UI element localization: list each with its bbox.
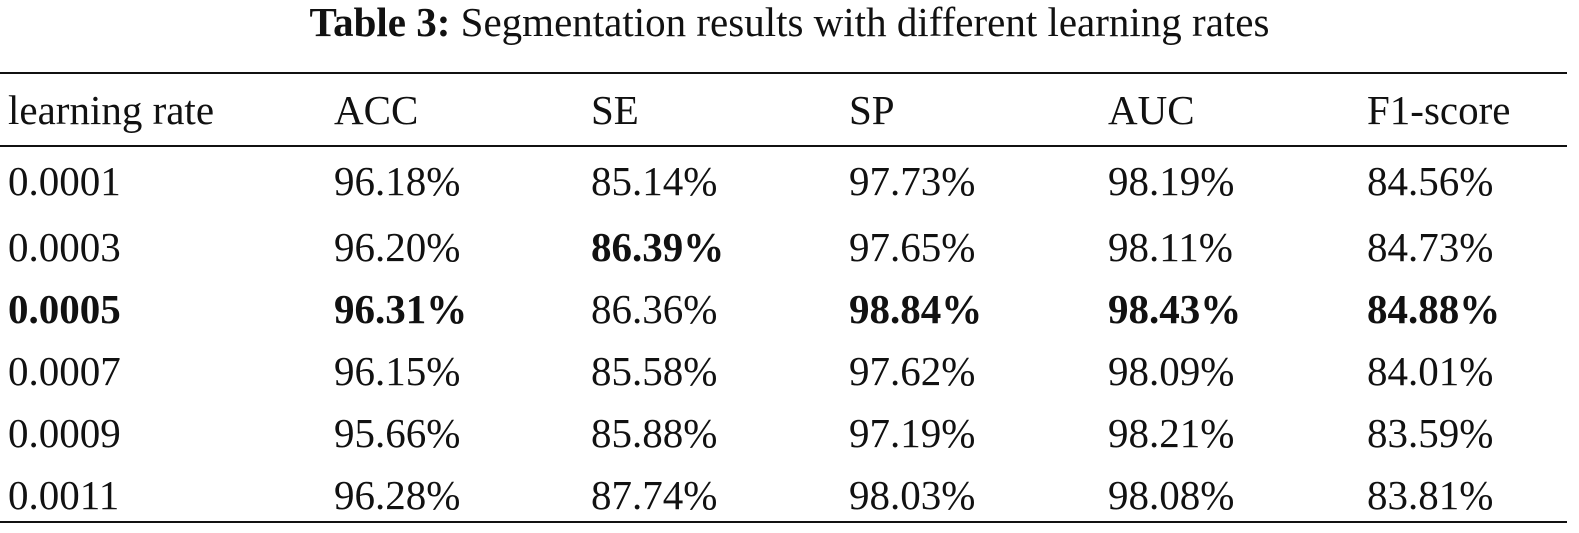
cell-learning-rate: 0.0009 (8, 410, 121, 456)
cell-acc: 96.28% (334, 472, 461, 518)
table-caption-label: Table 3: (309, 0, 451, 45)
cell-se: 86.36% (591, 286, 718, 332)
header-se: SE (591, 87, 639, 133)
cell-f1-score: 83.59% (1367, 410, 1494, 456)
cell-auc: 98.09% (1108, 348, 1235, 394)
header-f1-score: F1-score (1367, 87, 1511, 133)
cell-se: 85.88% (591, 410, 718, 456)
cell-se: 85.58% (591, 348, 718, 394)
cell-se-best: 86.39% (591, 224, 725, 270)
cell-se: 85.14% (591, 158, 718, 204)
header-auc: AUC (1108, 87, 1195, 133)
cell-sp: 98.03% (849, 472, 976, 518)
cell-sp: 97.19% (849, 410, 976, 456)
table-row: 0.0011 96.28% 87.74% 98.03% 98.08% 83.81… (0, 464, 1567, 526)
cell-acc: 95.66% (334, 410, 461, 456)
table-header-rule (0, 145, 1567, 147)
cell-acc: 96.15% (334, 348, 461, 394)
cell-learning-rate: 0.0001 (8, 158, 121, 204)
cell-sp: 97.62% (849, 348, 976, 394)
cell-sp: 97.65% (849, 224, 976, 270)
header-sp: SP (849, 87, 895, 133)
table-row: 0.0001 96.18% 85.14% 97.73% 98.19% 84.56… (0, 146, 1567, 216)
cell-auc: 98.21% (1108, 410, 1235, 456)
cell-learning-rate: 0.0003 (8, 224, 121, 270)
cell-auc: 98.19% (1108, 158, 1235, 204)
cell-learning-rate: 0.0007 (8, 348, 121, 394)
table-row: 0.0009 95.66% 85.88% 97.19% 98.21% 83.59… (0, 402, 1567, 464)
table-caption: Table 3: Segmentation results with diffe… (0, 0, 1579, 60)
cell-learning-rate-best: 0.0005 (8, 286, 121, 332)
results-table: learning rate ACC SE SP AUC F1-score 0.0… (0, 74, 1567, 526)
table-row: 0.0003 96.20% 86.39% 97.65% 98.11% 84.73… (0, 216, 1567, 278)
cell-acc: 96.20% (334, 224, 461, 270)
table-caption-text: Segmentation results with different lear… (460, 0, 1270, 45)
header-acc: ACC (334, 87, 419, 133)
table-header-row: learning rate ACC SE SP AUC F1-score (0, 74, 1567, 146)
cell-acc: 96.18% (334, 158, 461, 204)
cell-se: 87.74% (591, 472, 718, 518)
cell-acc-best: 96.31% (334, 286, 468, 332)
cell-f1-score-best: 84.88% (1367, 286, 1501, 332)
cell-sp: 97.73% (849, 158, 976, 204)
cell-f1-score: 84.73% (1367, 224, 1494, 270)
cell-auc: 98.08% (1108, 472, 1235, 518)
cell-f1-score: 84.01% (1367, 348, 1494, 394)
table-row: 0.0007 96.15% 85.58% 97.62% 98.09% 84.01… (0, 340, 1567, 402)
table-top-rule (0, 72, 1567, 74)
cell-sp-best: 98.84% (849, 286, 983, 332)
cell-learning-rate: 0.0011 (8, 472, 120, 518)
cell-f1-score: 83.81% (1367, 472, 1494, 518)
cell-auc: 98.11% (1108, 224, 1233, 270)
header-learning-rate: learning rate (8, 87, 215, 133)
cell-f1-score: 84.56% (1367, 158, 1494, 204)
table-row-best: 0.0005 96.31% 86.36% 98.84% 98.43% 84.88… (0, 278, 1567, 340)
table-bottom-rule (0, 521, 1567, 523)
cell-auc-best: 98.43% (1108, 286, 1242, 332)
